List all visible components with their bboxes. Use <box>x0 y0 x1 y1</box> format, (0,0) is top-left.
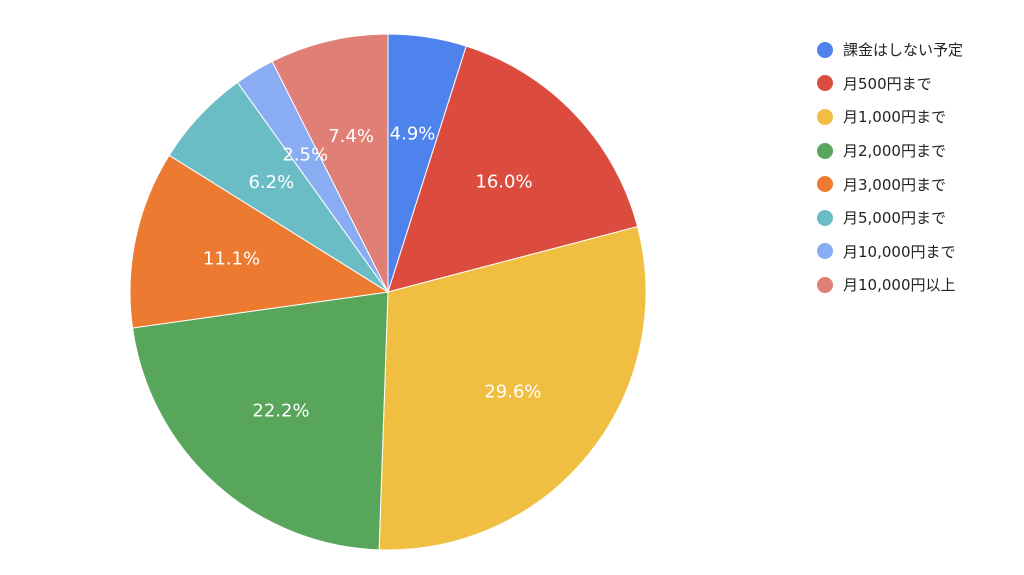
slice-value-label-7: 2.5% <box>282 145 328 166</box>
legend-swatch <box>817 176 833 193</box>
slice-value-label-3: 29.6% <box>484 381 541 402</box>
legend-label: 月10,000円以上 <box>843 276 956 295</box>
chart-legend: 課金はしない予定 月500円まで 月1,000円まで 月2,000円まで 月3,000円… <box>817 33 963 302</box>
legend-swatch <box>817 209 833 226</box>
legend-item-2: 月500円まで <box>817 67 963 101</box>
slice-value-label-5: 11.1% <box>203 248 260 269</box>
pie-slices <box>129 33 647 551</box>
slice-value-label-8: 7.4% <box>328 126 374 147</box>
pie-slice-8 <box>271 33 389 293</box>
legend-item-7: 月10,000円まで <box>817 235 963 269</box>
legend-label: 月2,000円まで <box>843 142 946 161</box>
slice-value-label-4: 22.2% <box>252 400 309 421</box>
legend-swatch <box>817 108 833 125</box>
legend-item-4: 月2,000円まで <box>817 134 963 168</box>
legend-item-1: 課金はしない予定 <box>817 33 963 67</box>
legend-label: 月1,000円まで <box>843 108 946 127</box>
legend-label: 月3,000円まで <box>843 175 946 194</box>
legend-swatch <box>817 41 833 58</box>
legend-item-8: 月10,000円以上 <box>817 268 963 302</box>
legend-swatch <box>817 142 833 159</box>
slice-value-label-2: 16.0% <box>475 171 532 192</box>
pie-slice-labels: 4.9% 16.0% 29.6% 22.2% 11.1% 6.2% 2.5%7.4% <box>203 123 542 421</box>
legend-item-6: 月5,000円まで <box>817 201 963 235</box>
legend-swatch <box>817 243 833 260</box>
legend-label: 課金はしない予定 <box>843 41 964 60</box>
legend-label: 月5,000円まで <box>843 209 946 228</box>
slice-value-label-1: 4.9% <box>390 123 436 144</box>
legend-item-5: 月3,000円まで <box>817 167 963 201</box>
pie-slice-3 <box>378 225 647 551</box>
legend-label: 月10,000円まで <box>843 242 956 261</box>
pie-slice-2 <box>387 45 639 293</box>
legend-swatch <box>817 75 833 92</box>
legend-label: 月500円まで <box>843 74 932 93</box>
pie-slice-4 <box>131 291 389 551</box>
slice-value-label-6: 6.2% <box>248 172 294 193</box>
pie-slice-5 <box>129 154 390 329</box>
legend-swatch <box>817 276 833 293</box>
legend-item-3: 月1,000円まで <box>817 100 963 134</box>
